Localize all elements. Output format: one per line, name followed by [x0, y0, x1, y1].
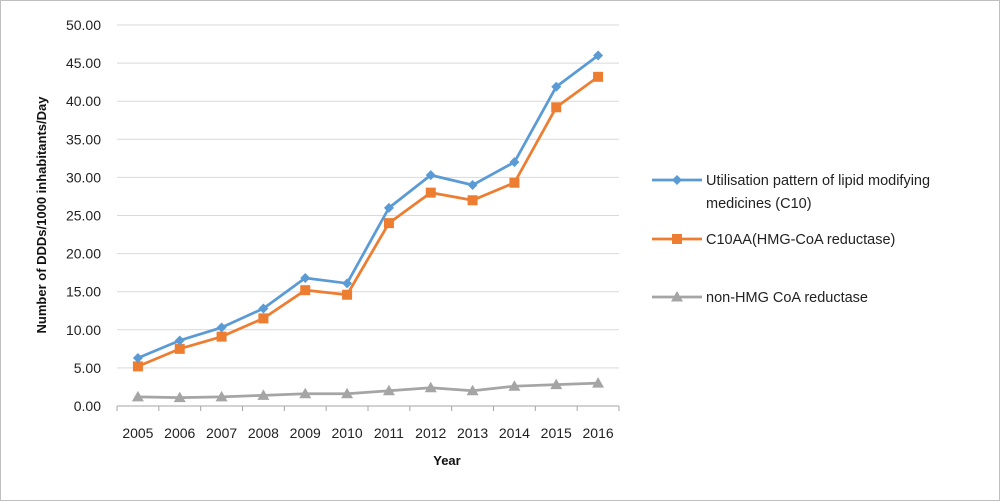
y-tick-label: 30.00 [66, 169, 101, 185]
x-axis-ticks: 2005 2006 2007 2008 2009 2010 2011 2012 2013 2014… [116, 406, 620, 441]
data-point [425, 187, 436, 198]
legend-item: non-HMG CoA reductase [652, 290, 868, 306]
data-point [425, 170, 436, 181]
x-tick-label: 2007 [206, 425, 237, 441]
data-point [382, 384, 395, 396]
y-tick-label: 25.00 [66, 208, 101, 224]
data-point [342, 278, 353, 289]
data-point [215, 390, 228, 402]
data-point [342, 289, 353, 300]
x-tick-label: 2005 [122, 425, 153, 441]
x-axis-title: Year [433, 453, 460, 468]
x-tick-label: 2013 [457, 425, 488, 441]
y-axis-title: Number of DDDs/1000 inhabitants/Day [34, 96, 49, 334]
y-tick-label: 45.00 [66, 55, 101, 71]
y-axis-ticks: 0.00 5.00 10.00 15.00 20.00 25.00 30.00 35.00 40… [66, 17, 101, 414]
y-tick-label: 15.00 [66, 284, 101, 300]
data-point [551, 102, 562, 113]
data-point [300, 285, 311, 296]
y-tick-label: 5.00 [74, 360, 101, 376]
series-line [137, 381, 599, 399]
y-tick-label: 10.00 [66, 322, 101, 338]
data-point [258, 303, 269, 314]
data-point [216, 331, 227, 342]
series-layer [131, 50, 605, 403]
data-point [467, 195, 478, 206]
x-tick-label: 2015 [541, 425, 572, 441]
series-1 [132, 50, 604, 363]
legend-label: Utilisation pattern of lipid modifying [706, 173, 930, 189]
data-point [383, 218, 394, 229]
series-3 [131, 377, 605, 403]
data-point [173, 391, 186, 403]
data-point [174, 343, 185, 354]
x-tick-label: 2010 [332, 425, 363, 441]
series-line [137, 54, 599, 360]
data-point [174, 335, 185, 346]
data-point [216, 322, 227, 333]
data-point [257, 389, 270, 400]
data-point [132, 352, 143, 363]
x-tick-label: 2011 [374, 425, 404, 441]
data-point [550, 378, 563, 390]
data-point [299, 387, 312, 399]
legend-swatch-marker [671, 291, 683, 302]
legend: Utilisation pattern of lipid modifying me… [652, 173, 930, 306]
data-point [300, 272, 311, 283]
y-tick-label: 0.00 [74, 398, 101, 414]
y-tick-label: 50.00 [66, 17, 101, 33]
y-tick-label: 40.00 [66, 93, 101, 109]
data-point [593, 50, 604, 61]
series-line [137, 75, 599, 368]
data-point [508, 380, 521, 391]
data-point [592, 377, 605, 388]
data-point [424, 381, 437, 393]
data-point [466, 384, 479, 396]
y-tick-label: 35.00 [66, 131, 101, 147]
data-point [383, 202, 394, 213]
legend-item: C10AA(HMG-CoA reductase) [652, 232, 895, 248]
data-point [593, 71, 604, 82]
data-point [131, 390, 144, 402]
x-tick-label: 2008 [248, 425, 279, 441]
legend-swatch-marker [672, 234, 682, 244]
gridlines [117, 24, 619, 407]
legend-label: C10AA(HMG-CoA reductase) [706, 232, 895, 248]
data-point [341, 387, 354, 399]
legend-label: medicines (C10) [706, 196, 812, 212]
x-tick-label: 2009 [290, 425, 321, 441]
x-tick-label: 2006 [164, 425, 195, 441]
x-tick-label: 2014 [499, 425, 530, 441]
y-tick-label: 20.00 [66, 246, 101, 262]
data-point [258, 313, 269, 324]
legend-label: non-HMG CoA reductase [706, 290, 868, 306]
data-point [509, 157, 520, 168]
x-tick-label: 2012 [415, 425, 446, 441]
legend-swatch-marker [672, 175, 682, 185]
data-point [467, 180, 478, 191]
series-2 [132, 71, 604, 372]
legend-item: Utilisation pattern of lipid modifying me… [652, 173, 930, 212]
data-point [551, 81, 562, 92]
data-point [509, 177, 520, 188]
x-tick-label: 2016 [583, 425, 614, 441]
data-point [132, 361, 143, 372]
